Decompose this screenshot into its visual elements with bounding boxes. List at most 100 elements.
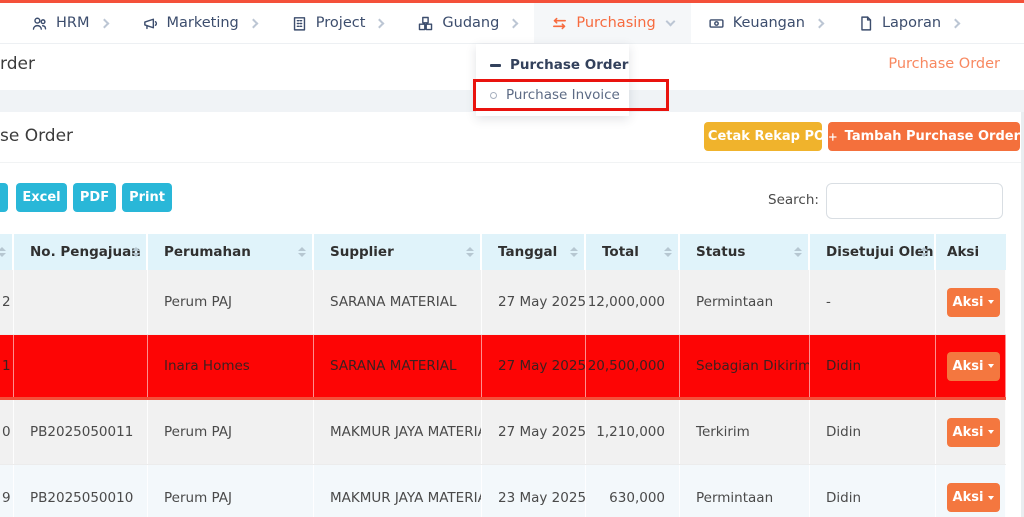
banknote-icon: [709, 18, 724, 28]
column-header-aksi: Aksi: [936, 234, 1006, 270]
cell-no-po: 2: [0, 270, 14, 334]
column-header-status[interactable]: Status: [680, 234, 810, 270]
dash-icon: [490, 63, 501, 67]
nav-item-project[interactable]: Project: [274, 3, 401, 43]
caret-down-icon: [988, 430, 995, 434]
column-label: Status: [696, 244, 746, 260]
caret-down-icon: [988, 364, 995, 368]
column-header-perumahan[interactable]: Perumahan: [148, 234, 314, 270]
export-excel-button[interactable]: Excel: [16, 183, 67, 212]
aksi-dropdown-button[interactable]: Aksi: [947, 287, 1000, 317]
button-label: Aksi: [952, 490, 984, 505]
section-title: se Order: [0, 126, 74, 146]
column-header-no-po[interactable]: [0, 234, 14, 270]
export-button-partial[interactable]: [0, 183, 8, 212]
cell-aksi: Aksi: [936, 270, 1006, 334]
divider: [0, 162, 1024, 163]
top-accent-bar: [0, 0, 1024, 3]
chevron-down-icon: [665, 16, 676, 26]
cell-aksi: Aksi: [936, 400, 1006, 464]
table-row: 0 PB2025050011 Perum PAJ MAKMUR JAYA MAT…: [0, 400, 1006, 465]
plus-icon: [829, 132, 837, 141]
aksi-dropdown-button[interactable]: Aksi: [947, 483, 1000, 512]
page-title: rder: [0, 54, 35, 74]
menu-item-purchase-invoice[interactable]: Purchase Invoice: [476, 80, 629, 110]
cell-no-pengajuan: PB2025050010: [14, 465, 148, 517]
cell-status: Permintaan: [680, 270, 810, 334]
add-purchase-order-button[interactable]: Tambah Purchase Order: [828, 122, 1020, 151]
cell-total: 630,000: [586, 465, 680, 517]
cell-status: Permintaan: [680, 465, 810, 517]
search-input[interactable]: [826, 183, 1003, 219]
chevron-right-icon: [814, 18, 825, 28]
nav-item-purchasing[interactable]: Purchasing: [534, 3, 691, 43]
nav-label: Laporan: [881, 15, 942, 31]
cell-no-po: 0: [0, 400, 14, 464]
cell-perumahan: Perum PAJ: [148, 400, 314, 464]
chevron-right-icon: [374, 18, 385, 28]
boxes-icon: [419, 16, 433, 30]
table-row-highlighted: 1 Inara Homes SARANA MATERIAL 27 May 202…: [0, 335, 1006, 400]
caret-down-icon: [988, 300, 995, 304]
button-label: Aksi: [952, 294, 984, 310]
column-header-supplier[interactable]: Supplier: [314, 234, 482, 270]
nav-item-laporan[interactable]: Laporan: [840, 3, 976, 43]
nav-label: HRM: [56, 15, 90, 31]
sort-icon: [466, 247, 474, 257]
sort-icon: [664, 247, 672, 257]
nav-label: Marketing: [166, 15, 239, 31]
nav-label: Project: [315, 15, 366, 31]
cell-disetujui-oleh: -: [810, 270, 936, 334]
cell-total: 12,000,000: [586, 270, 680, 334]
cell-tanggal: 23 May 2025: [482, 465, 586, 517]
nav-label: Gudang: [442, 15, 500, 31]
sort-icon: [920, 247, 928, 257]
aksi-dropdown-button[interactable]: Aksi: [947, 417, 1000, 447]
export-pdf-button[interactable]: PDF: [73, 183, 116, 212]
menu-item-label: Purchase Invoice: [506, 87, 620, 103]
menu-item-purchase-order[interactable]: Purchase Order: [476, 50, 629, 80]
cell-no-pengajuan: [14, 270, 148, 334]
cell-no-pengajuan: [14, 335, 148, 397]
cell-status: Sebagian Dikirim: [680, 335, 810, 397]
cell-supplier: SARANA MATERIAL: [314, 270, 482, 334]
column-header-disetujui-oleh[interactable]: Disetujui Oleh: [810, 234, 936, 270]
button-label: Aksi: [952, 358, 984, 374]
sort-icon: [298, 247, 306, 257]
cell-perumahan: Inara Homes: [148, 335, 314, 397]
cell-status: Terkirim: [680, 400, 810, 464]
cell-supplier: MAKMUR JAYA MATERIAL: [314, 400, 482, 464]
cell-supplier: SARANA MATERIAL: [314, 335, 482, 397]
nav-label: Purchasing: [576, 15, 656, 31]
column-label: Supplier: [330, 244, 394, 260]
chevron-right-icon: [99, 18, 109, 28]
cell-disetujui-oleh: Didin: [810, 335, 936, 397]
nav-item-gudang[interactable]: Gudang: [400, 3, 534, 43]
aksi-dropdown-button[interactable]: Aksi: [947, 351, 1000, 381]
nav-item-hrm[interactable]: HRM: [14, 3, 125, 43]
button-label: Aksi: [952, 424, 984, 440]
swap-arrows-icon: [553, 17, 567, 29]
scrollbar[interactable]: [1021, 112, 1024, 517]
print-recap-button[interactable]: Cetak Rekap PO: [704, 122, 825, 151]
export-print-button[interactable]: Print: [122, 183, 172, 212]
cell-total: 20,500,000: [586, 335, 680, 397]
column-header-tanggal[interactable]: Tanggal: [482, 234, 586, 270]
nav-label: Keuangan: [732, 15, 805, 31]
chevron-right-icon: [508, 18, 519, 28]
annotation-highlight-box: [473, 79, 669, 111]
table-row: 9 PB2025050010 Perum PAJ MAKMUR JAYA MAT…: [0, 465, 1006, 517]
people-icon: [32, 17, 47, 30]
cell-aksi: Aksi: [936, 465, 1006, 517]
sort-icon: [794, 247, 802, 257]
nav-item-marketing[interactable]: Marketing: [125, 3, 274, 43]
cell-aksi: Aksi: [936, 335, 1006, 397]
nav-item-keuangan[interactable]: Keuangan: [691, 3, 840, 43]
breadcrumb[interactable]: Purchase Order: [888, 56, 1000, 72]
sort-icon: [570, 247, 578, 257]
column-header-total[interactable]: Total: [586, 234, 680, 270]
column-header-no-pengajuan[interactable]: No. Pengajuan: [14, 234, 148, 270]
column-label: Total: [602, 244, 639, 260]
building-icon: [293, 16, 305, 31]
